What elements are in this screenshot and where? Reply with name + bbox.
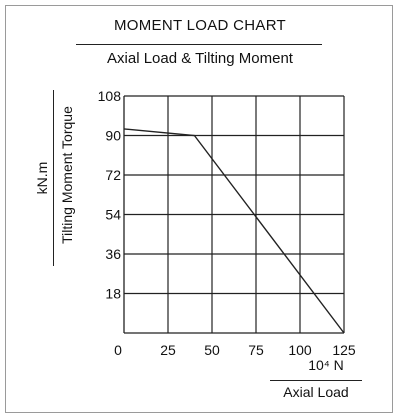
y-tick-label-1: 36 [105, 246, 121, 262]
chart-subtitle: Axial Load & Tilting Moment [107, 50, 293, 67]
chart-frame [5, 5, 393, 413]
y-tick-label-2: 54 [105, 207, 121, 223]
x-tick-label-5: 125 [332, 342, 356, 358]
x-tick-label-3: 75 [248, 342, 264, 358]
series-line-0 [123, 128, 345, 334]
title-divider [76, 44, 322, 45]
x-axis-label: Axial Load [283, 384, 349, 400]
y-tick-label-4: 90 [105, 128, 121, 144]
x-tick-label-0: 0 [114, 342, 122, 358]
y-label-divider [53, 90, 54, 266]
y-tick-label-0: 18 [105, 286, 121, 302]
x-tick-label-2: 50 [204, 342, 220, 358]
x-tick-label-1: 25 [160, 342, 176, 358]
x-tick-label-4: 100 [288, 342, 312, 358]
x-label-divider [270, 380, 362, 381]
y-tick-label-5: 108 [98, 88, 122, 104]
chart-title: MOMENT LOAD CHART [113, 17, 287, 34]
x-axis-unit: 10⁴ N [308, 357, 344, 373]
y-tick-label-3: 72 [105, 167, 121, 183]
